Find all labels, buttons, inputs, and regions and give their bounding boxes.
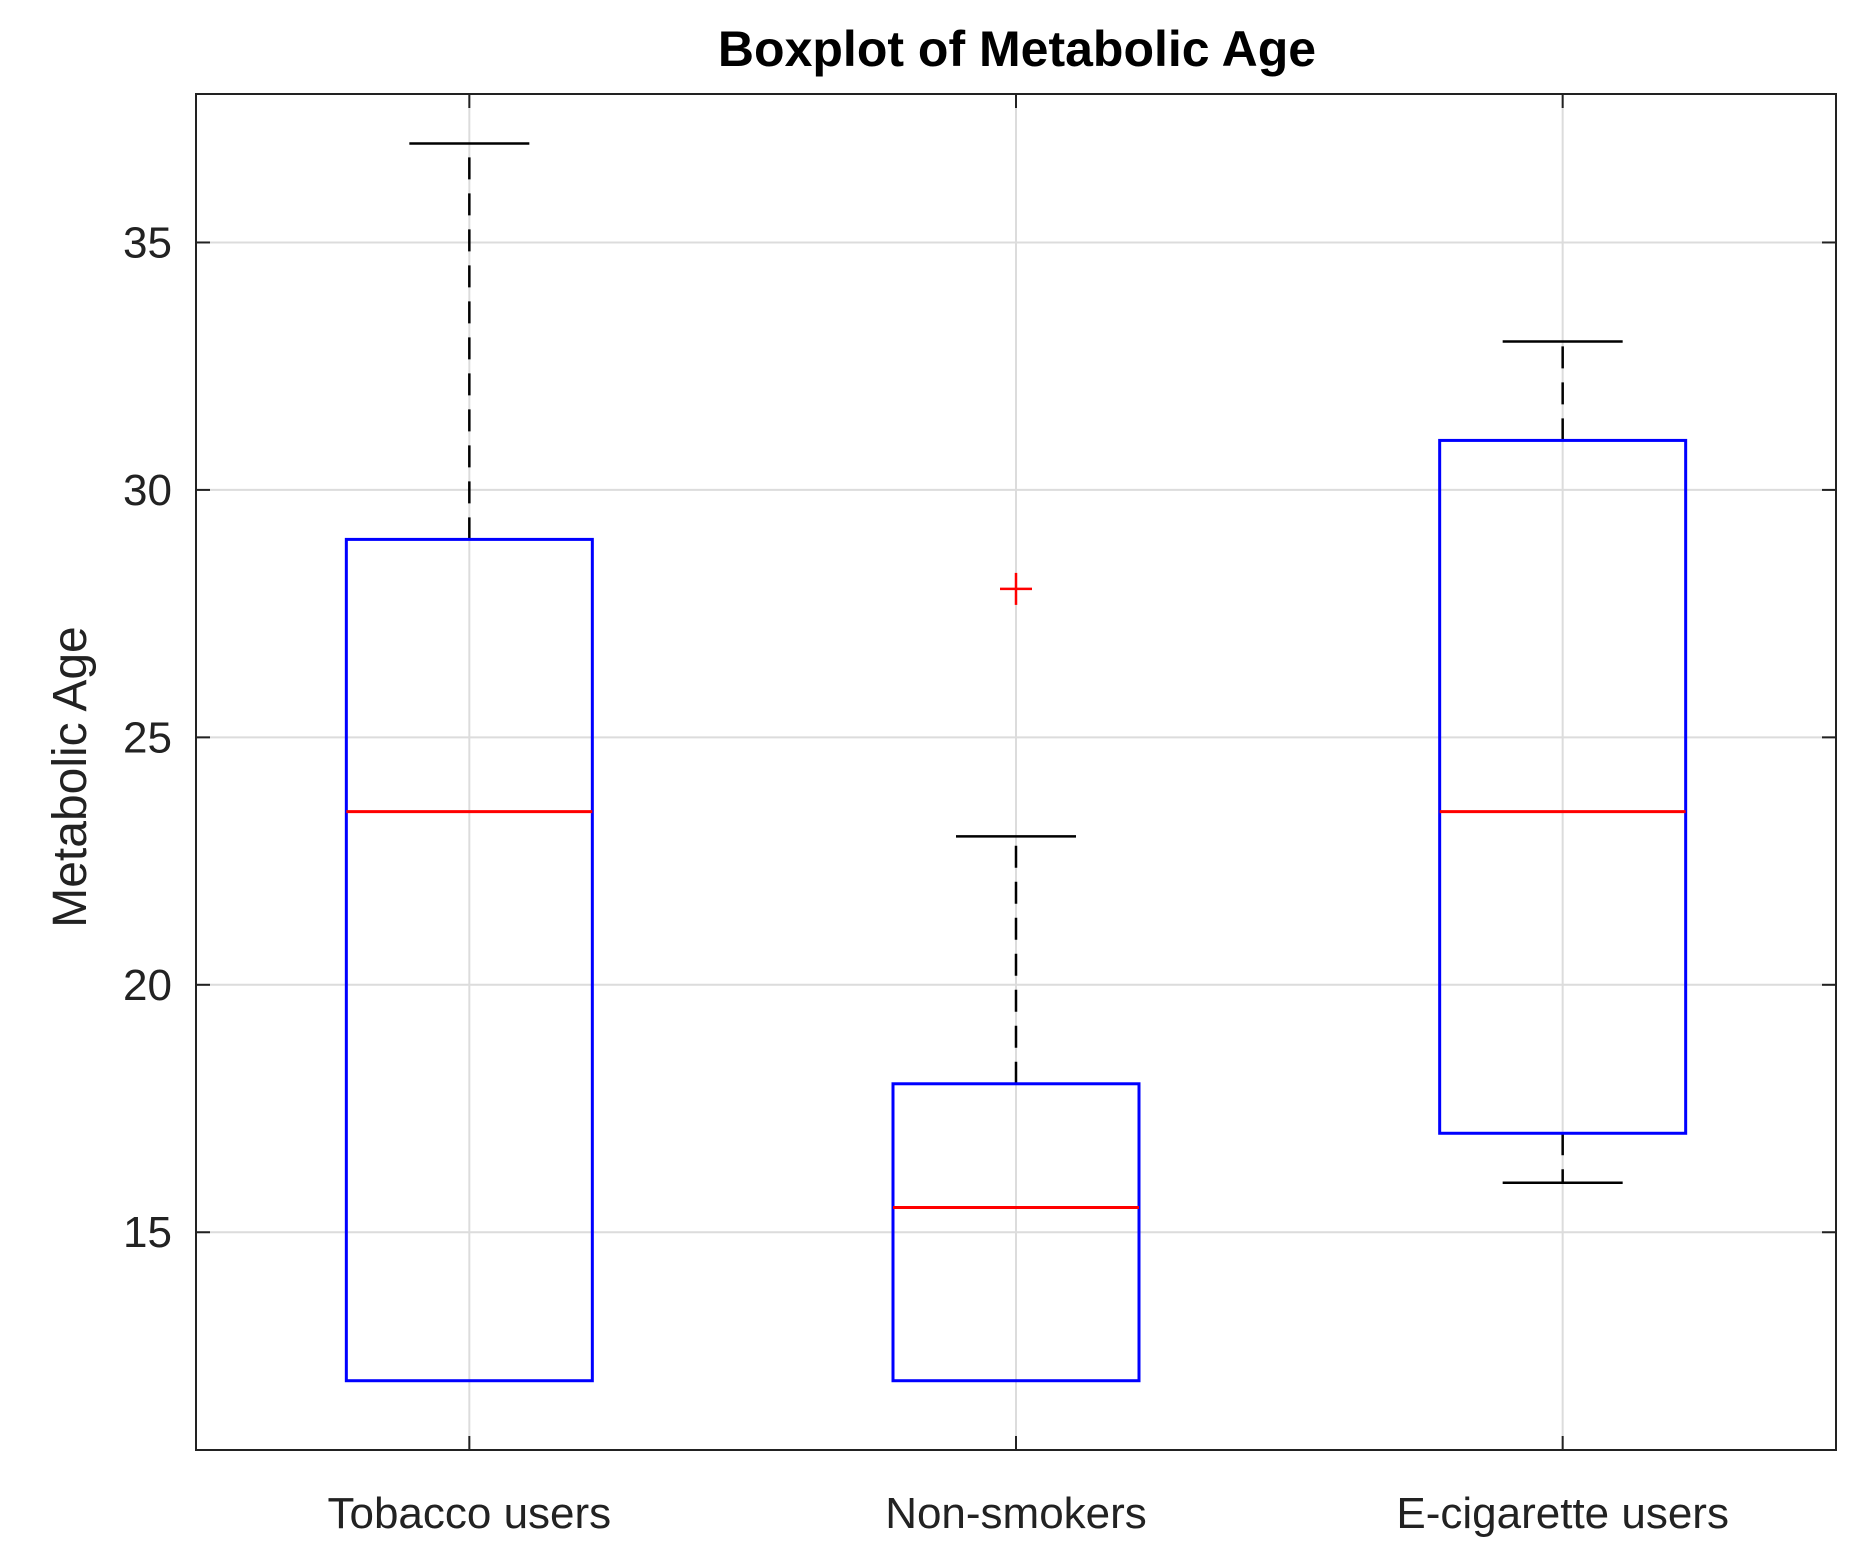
y-tick-label: 15	[123, 1208, 172, 1257]
outlier-marker	[1000, 572, 1032, 605]
tick-layer	[196, 94, 1836, 1450]
y-tick-label: 20	[123, 961, 172, 1010]
box-group-3	[1438, 340, 1688, 1185]
x-tick-label: Tobacco users	[327, 1489, 611, 1538]
chart-title: Boxplot of Metabolic Age	[718, 21, 1316, 77]
y-tick-label: 25	[123, 713, 172, 762]
iqr-box	[1438, 438, 1688, 1135]
grid-layer	[196, 94, 1836, 1450]
box-group-2	[891, 572, 1141, 1383]
iqr-box	[344, 537, 594, 1383]
x-tick-label: E-cigarette users	[1396, 1489, 1729, 1538]
label-layer: 15 20 25 30 35 Tobacco users Non-smokers E-ciga…	[123, 218, 1729, 1538]
iqr-box	[891, 1082, 1141, 1383]
y-tick-label: 35	[123, 218, 172, 267]
y-tick-label: 30	[123, 466, 172, 515]
x-tick-label: Non-smokers	[885, 1489, 1147, 1538]
plot-layer	[344, 142, 1688, 1383]
box-group-1	[344, 142, 594, 1383]
y-axis-label: Metabolic Age	[44, 626, 97, 928]
